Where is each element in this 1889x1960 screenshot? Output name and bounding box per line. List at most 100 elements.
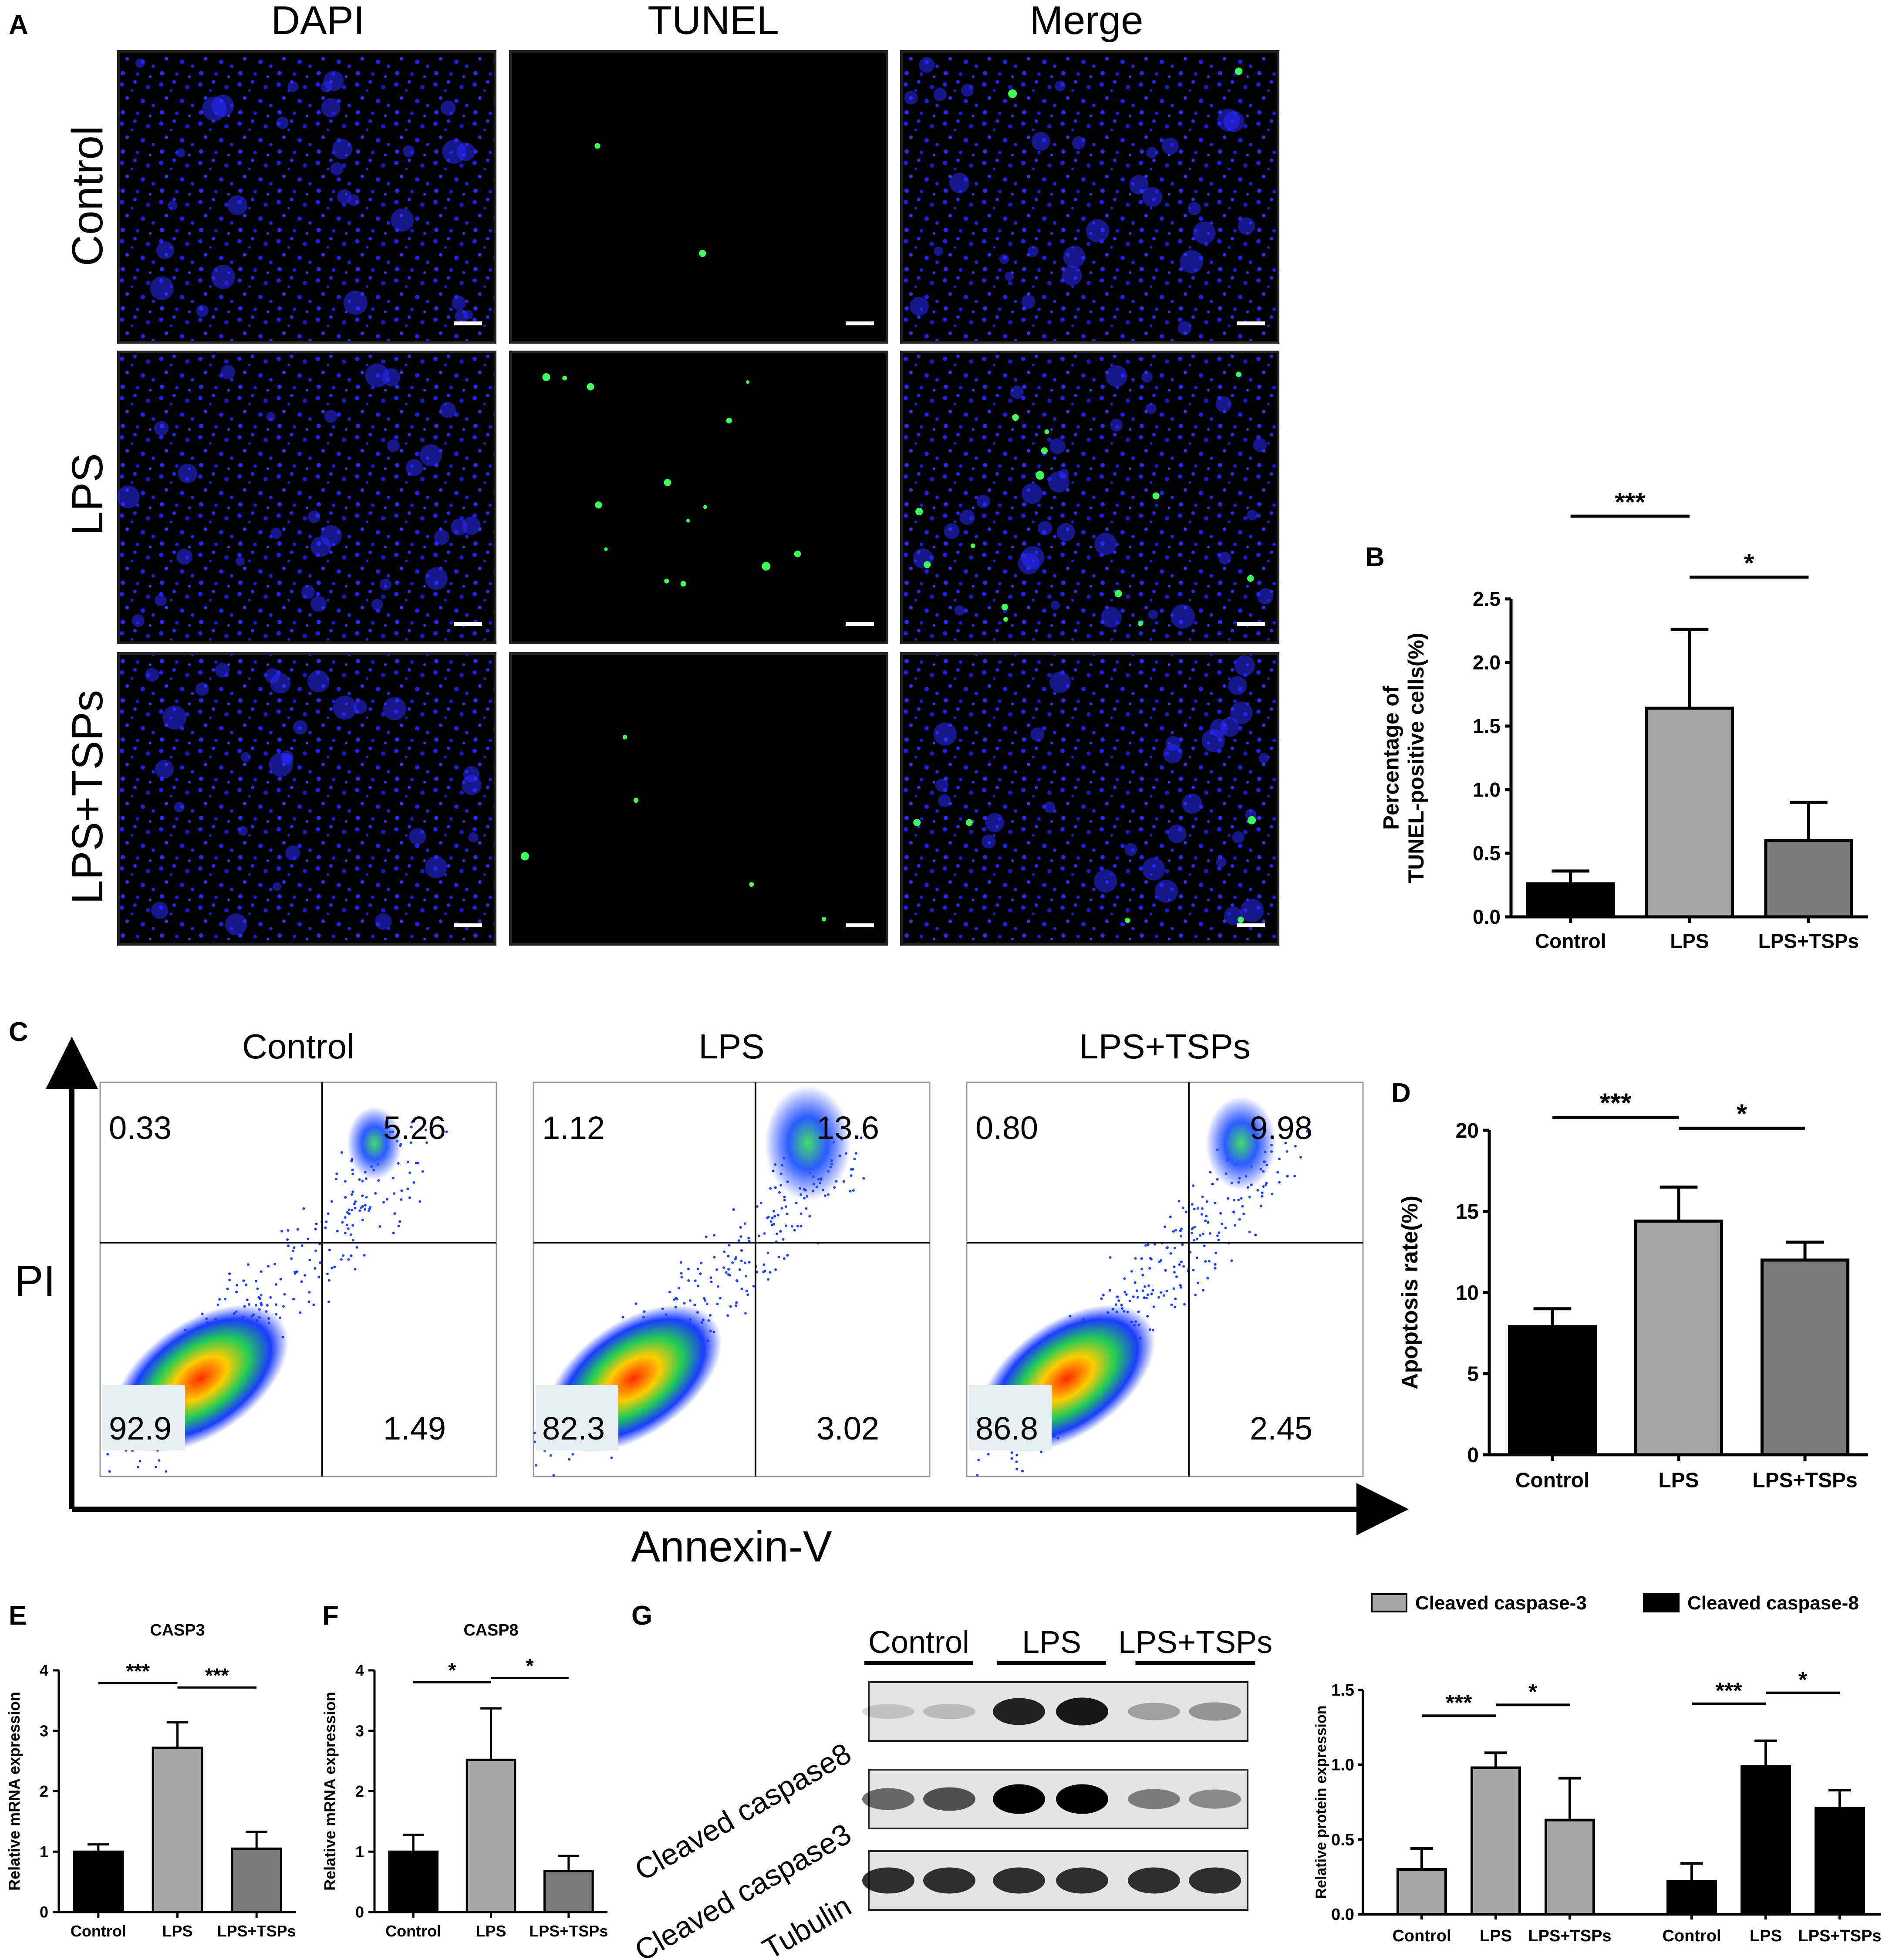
x-tick-label: LPS — [162, 1922, 192, 1940]
nucleus-cluster — [409, 828, 426, 845]
event-dot — [1146, 1315, 1149, 1318]
nucleus-cluster — [154, 421, 169, 436]
bar — [1397, 1868, 1447, 1916]
event-dot — [1160, 1291, 1163, 1294]
y-tick-label: 0.0 — [1331, 1906, 1354, 1924]
blot-band — [993, 1698, 1045, 1725]
legend-swatch — [1643, 1593, 1680, 1612]
event-dot — [365, 1196, 368, 1199]
nucleus-cluster — [375, 913, 392, 930]
event-dot — [1021, 1470, 1024, 1473]
event-dot — [327, 1300, 331, 1303]
nucleus-cluster — [211, 265, 236, 289]
event-dot — [1015, 1460, 1018, 1463]
micrograph-dapi-control — [117, 50, 496, 344]
event-dot — [1163, 1225, 1166, 1228]
event-dot — [344, 1196, 347, 1199]
event-dot — [1183, 1303, 1186, 1306]
tunel-positive-cell — [913, 819, 921, 826]
quadrant-lower-right: 3.02 — [816, 1410, 879, 1446]
y-tick-label: 3 — [355, 1722, 364, 1740]
event-dot — [726, 1314, 729, 1317]
event-dot — [977, 1459, 980, 1462]
event-dot — [740, 1260, 743, 1263]
blot-band — [1189, 1702, 1241, 1721]
event-dot — [246, 1298, 249, 1301]
bar — [543, 1870, 594, 1913]
event-dot — [1278, 1157, 1281, 1160]
event-dot — [783, 1199, 786, 1202]
significance-label: * — [1798, 1668, 1808, 1693]
event-dot — [976, 1474, 979, 1477]
event-dot — [795, 1201, 798, 1204]
event-dot — [767, 1216, 770, 1219]
flow-plot-title: LPS — [698, 1027, 764, 1066]
nucleus-cluster — [919, 57, 935, 73]
significance-label: * — [1744, 548, 1754, 578]
event-dot — [610, 1456, 613, 1459]
nucleus-cluster — [168, 200, 178, 210]
panel-letter-d: D — [1391, 1078, 1411, 1108]
event-dot — [328, 1248, 331, 1251]
scale-bar — [846, 622, 874, 626]
event-dot — [549, 1454, 552, 1457]
event-dot — [287, 1244, 290, 1247]
event-dot — [722, 1266, 725, 1269]
event-dot — [307, 1237, 310, 1240]
micrograph-frame — [509, 652, 888, 946]
event-dot — [283, 1293, 286, 1296]
event-dot — [340, 1258, 343, 1261]
event-dot — [675, 1298, 678, 1301]
nucleus-cluster — [1232, 831, 1245, 844]
event-dot — [1169, 1215, 1172, 1218]
nucleus-cluster — [176, 148, 186, 158]
nucleus-cluster — [307, 670, 330, 693]
bar — [73, 1850, 124, 1913]
event-dot — [260, 1304, 263, 1307]
event-dot — [304, 1274, 307, 1277]
tunel-positive-cell — [746, 380, 750, 384]
quadrant-upper-right: 9.98 — [1250, 1110, 1312, 1146]
blot-band — [1128, 1789, 1180, 1809]
x-tick-label: LPS+TSPs — [1798, 1927, 1881, 1945]
event-dot — [1214, 1201, 1217, 1204]
tunel-positive-cell — [1237, 916, 1244, 923]
nucleus-cluster — [1187, 202, 1201, 216]
nucleus-cluster — [272, 882, 281, 891]
event-dot — [696, 1267, 699, 1271]
tunel-positive-cell — [749, 882, 754, 887]
event-dot — [1174, 1305, 1177, 1308]
event-dot — [1195, 1237, 1198, 1240]
event-dot — [987, 1453, 990, 1456]
event-dot — [786, 1254, 789, 1257]
event-dot — [779, 1230, 782, 1233]
nucleus-cluster — [1050, 600, 1060, 610]
tunel-positive-cell — [703, 505, 707, 509]
event-dot — [1201, 1207, 1204, 1210]
micrograph-merge-lps — [900, 351, 1279, 644]
event-dot — [769, 1187, 772, 1190]
nucleus-cluster — [383, 697, 406, 720]
event-dot — [1144, 1285, 1147, 1288]
event-dot — [1227, 1197, 1230, 1200]
event-dot — [1148, 1267, 1151, 1270]
event-dot — [851, 1168, 854, 1171]
tunel-positive-cell — [680, 581, 686, 587]
chart-b: 0.0 0.5 1.0 1.5 2.0 2.5 Percentage of TUNEL-pos… — [1379, 487, 1868, 952]
bar — [1471, 1766, 1521, 1916]
event-dot — [226, 1288, 229, 1291]
event-dot — [299, 1311, 302, 1314]
event-dot — [398, 1220, 401, 1223]
event-dot — [333, 1265, 336, 1268]
col-label-tunel: TUNEL — [648, 0, 779, 43]
event-dot — [783, 1257, 786, 1260]
event-dot — [718, 1297, 722, 1300]
event-dot — [1015, 1453, 1019, 1456]
event-dot — [747, 1237, 750, 1240]
event-dot — [1164, 1269, 1167, 1272]
nucleus-cluster — [440, 100, 456, 116]
blot-band — [1056, 1784, 1108, 1814]
event-dot — [293, 1271, 296, 1274]
nucleus-cluster — [365, 363, 389, 388]
event-dot — [1191, 1184, 1194, 1187]
